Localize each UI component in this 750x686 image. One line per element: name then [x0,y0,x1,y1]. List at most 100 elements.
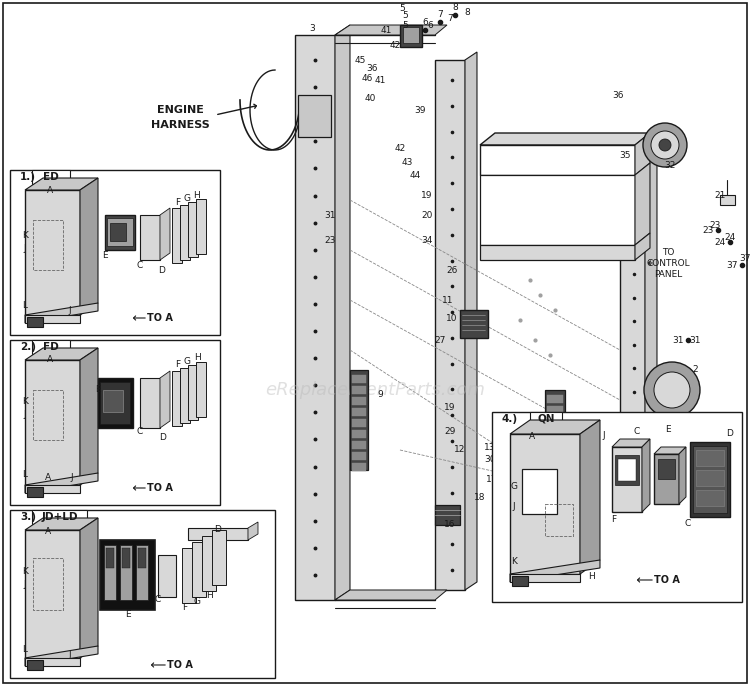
Text: 20: 20 [549,515,561,525]
Text: 8: 8 [452,3,458,12]
Text: 34: 34 [422,235,433,244]
Text: C: C [685,519,691,528]
Bar [352,452,366,460]
Circle shape [644,362,700,418]
Bar [547,439,563,447]
Text: HARNESS: HARNESS [151,120,209,130]
Text: 24: 24 [714,237,725,246]
Text: 6: 6 [422,18,427,27]
Polygon shape [25,360,80,485]
Bar [547,461,563,469]
Text: 4: 4 [698,425,703,434]
Text: 27: 27 [434,335,445,344]
Bar [140,215,160,260]
Bar [32,510,87,524]
Text: ED: ED [43,172,58,182]
Bar [122,548,130,568]
Text: A: A [45,528,51,536]
Text: F: F [182,604,188,613]
Bar [545,390,565,470]
Text: 4.): 4.) [502,414,518,424]
Text: L: L [22,300,28,309]
Polygon shape [80,518,98,658]
Text: 7: 7 [437,10,442,19]
Text: 2: 2 [692,366,698,375]
Text: 8: 8 [464,8,470,16]
Text: J: J [69,650,71,659]
Bar [693,446,727,513]
Text: 37: 37 [740,254,750,263]
Bar [435,505,460,525]
Text: 35: 35 [620,150,631,160]
Polygon shape [25,190,80,315]
Text: TO A: TO A [147,313,173,323]
Polygon shape [172,208,182,263]
Polygon shape [25,530,80,658]
Polygon shape [248,522,258,540]
Polygon shape [510,560,600,582]
Bar [106,548,114,568]
Bar [298,95,331,137]
Text: 30: 30 [484,456,496,464]
Polygon shape [25,518,98,530]
Polygon shape [160,208,170,260]
Text: 16: 16 [444,521,456,530]
Bar [27,660,43,670]
Bar [136,545,148,600]
Bar [352,386,366,394]
Polygon shape [510,420,600,434]
Text: TO: TO [662,248,674,257]
Text: E: E [125,611,130,619]
Text: J: J [24,580,26,589]
Bar [530,435,552,455]
Text: G: G [184,193,190,202]
Text: 28: 28 [504,451,516,460]
Text: 1.): 1.) [20,172,36,182]
Text: 21: 21 [714,191,726,200]
Polygon shape [202,536,216,591]
Text: H: H [589,573,596,582]
Bar [654,454,679,504]
Bar [120,545,132,600]
Text: 3: 3 [309,23,315,32]
Text: 32: 32 [664,161,676,169]
Circle shape [663,438,687,462]
Text: 29: 29 [444,427,456,436]
Bar [547,395,563,403]
Bar [615,455,639,485]
Text: G: G [194,598,200,606]
Polygon shape [25,178,98,190]
Bar [295,35,335,600]
Text: 36: 36 [584,460,596,469]
Bar [140,378,160,428]
Text: 11: 11 [442,296,454,305]
Bar [32,340,70,354]
Text: 13: 13 [484,443,496,453]
Polygon shape [335,25,447,35]
Polygon shape [25,473,98,493]
Polygon shape [335,590,447,600]
Bar [32,170,70,184]
Bar [352,397,366,405]
Text: 5: 5 [402,21,408,29]
Bar [25,658,80,666]
Bar [100,382,130,424]
Polygon shape [635,133,650,175]
Text: 15: 15 [536,493,548,502]
Text: 44: 44 [410,171,421,180]
Bar [98,378,133,428]
Polygon shape [180,368,190,423]
Text: PANEL: PANEL [654,270,682,279]
Polygon shape [80,178,98,315]
Text: A: A [47,355,53,364]
Text: C: C [154,595,161,604]
Bar [350,370,368,470]
Text: K: K [511,558,517,567]
Polygon shape [25,303,98,323]
Polygon shape [196,362,206,417]
Polygon shape [635,233,650,260]
Text: 18: 18 [474,493,486,502]
Polygon shape [188,528,248,540]
Polygon shape [188,202,198,257]
Text: TO A: TO A [167,660,193,670]
